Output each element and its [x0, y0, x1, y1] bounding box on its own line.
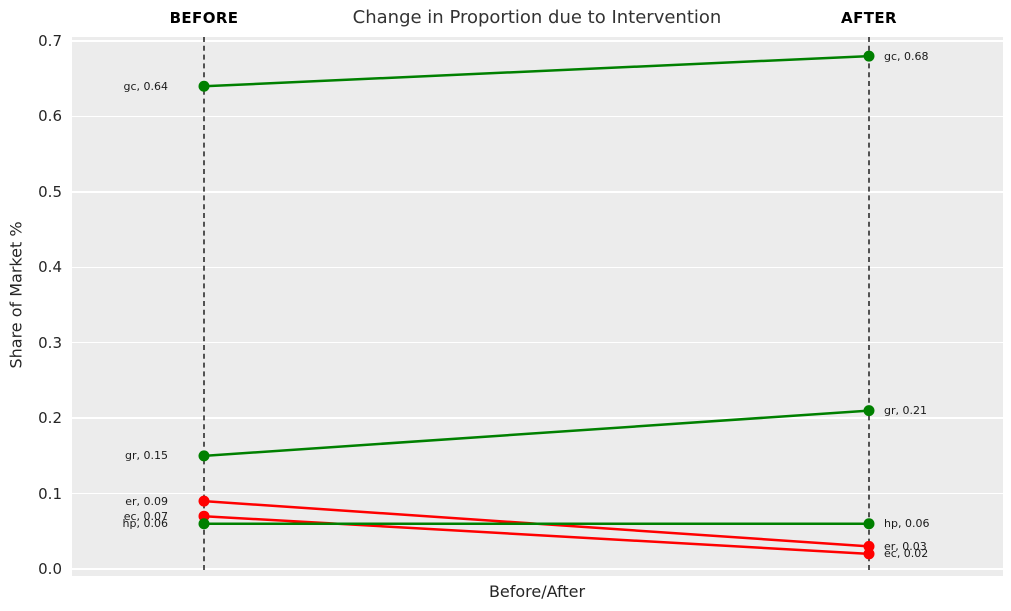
point-label-gr-after: gr, 0.21 [884, 404, 927, 417]
y-gridline [72, 40, 1003, 42]
y-tick-label: 0.6 [38, 107, 62, 126]
y-tick-label: 0.0 [38, 560, 62, 578]
point-label-gc-before: gc, 0.64 [123, 80, 168, 93]
point-label-ec-after: ec, 0.02 [884, 547, 929, 560]
point-label-hp-before: hp, 0.06 [122, 517, 168, 530]
plot-area [72, 37, 1003, 576]
point-label-gc-after: gc, 0.68 [884, 50, 929, 63]
point-label-er-before: er, 0.09 [125, 495, 168, 508]
y-tick-label: 0.2 [38, 409, 62, 428]
y-gridline [72, 191, 1003, 193]
chart-title: Change in Proportion due to Intervention [352, 7, 722, 28]
y-gridline [72, 417, 1003, 419]
point-label-gr-before: gr, 0.15 [125, 449, 168, 462]
y-tick-label: 0.7 [38, 32, 62, 50]
point-label-ec-before: ec, 0.07 [123, 510, 168, 523]
x-axis-label: Before/After [488, 582, 586, 601]
before-column-header: BEFORE [169, 9, 239, 27]
point-label-hp-after: hp, 0.06 [884, 517, 930, 530]
y-gridline [72, 115, 1003, 118]
y-tick-label: 0.4 [38, 258, 62, 277]
y-gridline [72, 568, 1003, 570]
y-tick-label: 0.1 [38, 484, 62, 503]
y-tick-label: 0.5 [38, 182, 62, 201]
point-label-er-after: er, 0.03 [884, 540, 927, 553]
after-column-header: AFTER [841, 9, 897, 27]
y-gridline [72, 341, 1003, 344]
y-gridline [72, 266, 1003, 269]
y-tick-label: 0.3 [38, 333, 62, 352]
y-gridline [72, 492, 1003, 495]
